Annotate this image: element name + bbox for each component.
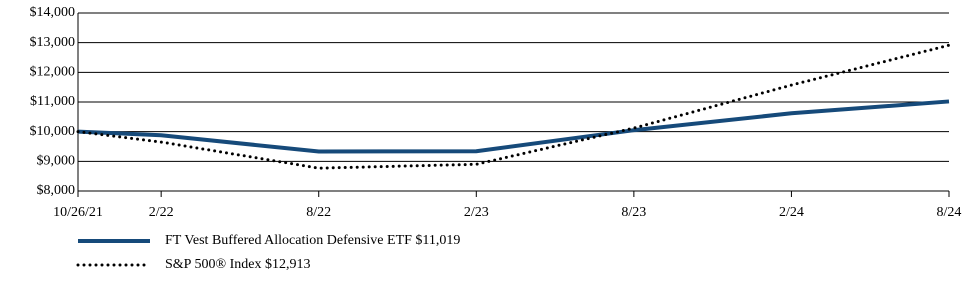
series-line [76, 43, 951, 170]
legend-label: FT Vest Buffered Allocation Defensive ET… [165, 233, 460, 248]
x-tick-label: 8/24 [937, 205, 962, 220]
y-tick-label: $10,000 [30, 124, 76, 139]
x-tick-label: 2/22 [149, 205, 174, 220]
x-tick-label: 8/22 [306, 205, 331, 220]
y-tick-label: $9,000 [37, 154, 76, 169]
series-line [77, 99, 950, 154]
x-tick-label: 8/23 [621, 205, 646, 220]
y-tick-label: $13,000 [30, 35, 76, 50]
y-tick-label: $14,000 [30, 5, 76, 20]
x-tick-label: 10/26/21 [53, 205, 103, 220]
x-tick-label: 2/23 [464, 205, 489, 220]
y-tick-label: $8,000 [37, 183, 76, 198]
x-tick-label: 2/24 [779, 205, 804, 220]
y-tick-label: $12,000 [30, 65, 76, 80]
legend-label: S&P 500® Index $12,913 [165, 257, 310, 272]
y-tick-label: $11,000 [30, 94, 75, 109]
